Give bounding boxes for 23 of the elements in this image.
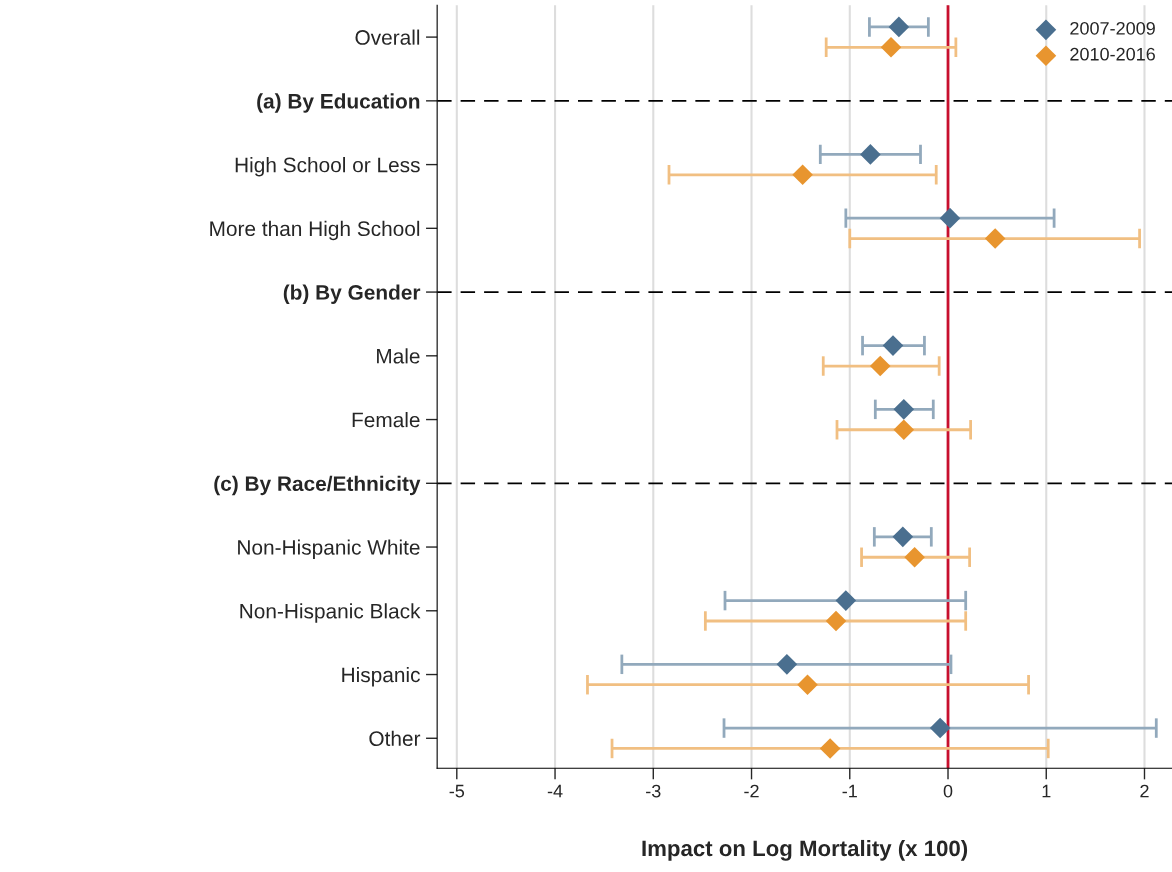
y-tick-label: Overall: [355, 29, 420, 45]
y-tick-label: Hispanic: [342, 666, 420, 687]
legend-label: 2007-2009: [1070, 21, 1155, 35]
legend-label: 2010-2016: [1070, 47, 1155, 61]
x-tick-label: -3: [646, 784, 661, 798]
x-tick-label: -5: [449, 784, 465, 798]
x-tick-label: -1: [842, 784, 857, 798]
y-tick-label: More than High School: [210, 220, 420, 241]
y-tick-label: Female: [352, 412, 420, 428]
y-tick-label: Other: [369, 730, 421, 747]
y-tick-label: Non-Hispanic Black: [240, 603, 421, 623]
x-tick-label: 1: [1042, 784, 1051, 798]
y-tick-label: High School or Less: [235, 157, 420, 177]
y-tick-label: Male: [377, 348, 420, 364]
x-tick-label: 2: [1140, 784, 1149, 798]
x-tick-label: 0: [943, 784, 953, 798]
y-tick-label: (c) By Race/Ethnicity: [214, 475, 421, 496]
y-tick-label: (b) By Gender: [283, 284, 421, 304]
y-tick-label: (a) By Education: [257, 93, 420, 113]
x-tick-label: -2: [744, 784, 759, 798]
y-tick-label: Non-Hispanic White: [238, 539, 420, 559]
x-tick-label: -4: [547, 784, 563, 798]
x-axis-title: Impact on Log Mortality (x 100): [642, 839, 968, 861]
